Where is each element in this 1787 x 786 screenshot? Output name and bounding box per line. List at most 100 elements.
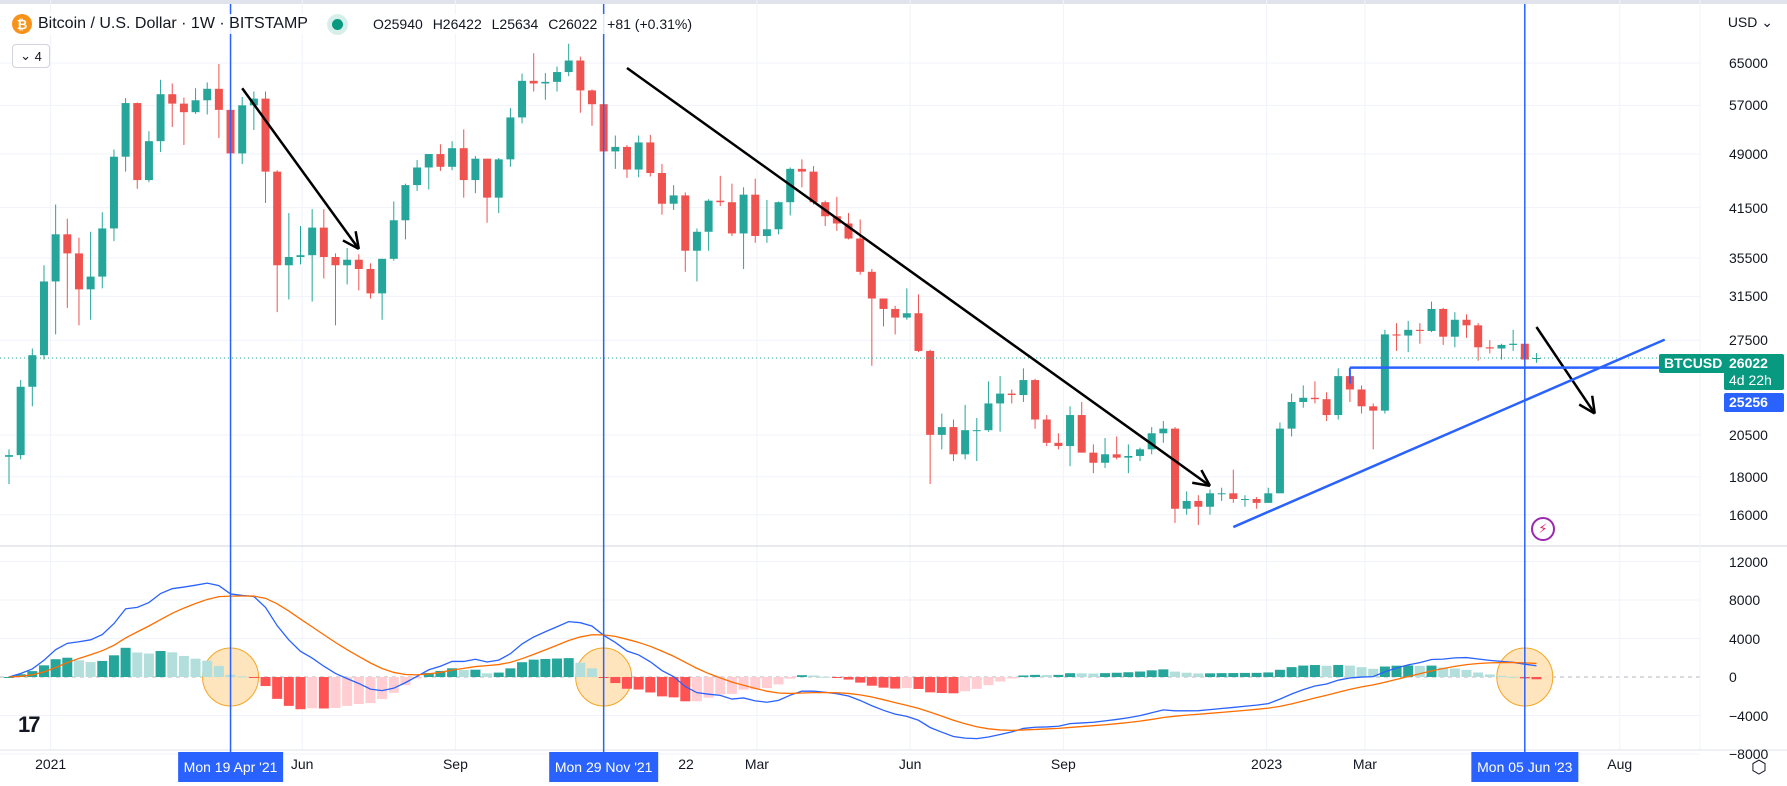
candle — [984, 381, 993, 432]
macd-histogram-bar — [178, 655, 189, 677]
macd-histogram-bar — [1449, 668, 1460, 677]
candle — [471, 156, 480, 194]
macd-histogram-bar — [621, 677, 632, 689]
candle — [751, 178, 760, 243]
currency-dropdown[interactable]: USD ⌄ — [1728, 14, 1773, 31]
macd-histogram-bar — [1239, 672, 1250, 677]
candle — [121, 98, 130, 172]
macd-histogram-bar — [983, 677, 994, 686]
candle — [133, 102, 142, 189]
arrow-head — [1192, 481, 1211, 488]
macd-histogram-bar — [796, 675, 807, 677]
macd-histogram-bar — [668, 677, 679, 698]
candle-body — [28, 355, 37, 387]
candle — [238, 96, 247, 165]
candle — [1264, 487, 1273, 503]
symbol-title[interactable]: Bitcoin / U.S. Dollar · 1W · BITSTAMP — [38, 15, 308, 32]
candle-body — [86, 276, 95, 290]
macd-histogram-bar — [190, 658, 201, 677]
last-price-tag: 26022 4d 22h — [1724, 354, 1784, 390]
date-marker-label[interactable]: Mon 29 Nov '21 — [548, 752, 659, 782]
candle-body — [949, 427, 958, 455]
currency-label: USD — [1727, 14, 1758, 30]
candle — [1112, 436, 1121, 460]
candle-body — [646, 142, 655, 174]
candle — [1415, 323, 1424, 344]
price-tick-label: 35500 — [1729, 249, 1768, 266]
settings-icon[interactable]: ⬡ — [1751, 757, 1767, 777]
candle-body — [1299, 397, 1308, 403]
candle — [1369, 403, 1378, 450]
macd-histogram-bar — [342, 677, 353, 706]
candle-body — [553, 72, 562, 82]
candle-body — [1205, 493, 1214, 507]
candle-body — [343, 259, 352, 266]
candle — [459, 129, 468, 198]
candle-body — [1194, 500, 1203, 507]
candle-body — [1182, 500, 1191, 509]
macd-histogram-bar — [633, 677, 644, 690]
macd-histogram-bar — [1321, 665, 1332, 677]
candle-body — [319, 227, 328, 258]
lightning-icon[interactable]: ⚡ — [1531, 517, 1555, 541]
candle-body — [1066, 415, 1075, 447]
market-status-icon[interactable] — [331, 18, 343, 30]
candle — [1287, 393, 1296, 437]
time-tick-label: Jun — [290, 756, 314, 772]
tradingview-logo[interactable]: 17 — [18, 712, 41, 737]
candle-body — [937, 427, 946, 435]
candle-body — [1450, 319, 1459, 337]
candle-body — [739, 194, 748, 234]
candle — [1159, 421, 1168, 443]
candle-body — [1159, 428, 1168, 434]
macd-tick-label: 4000 — [1729, 630, 1761, 647]
price-tick-label: 57000 — [1729, 97, 1768, 114]
macd-histogram-bar — [1088, 673, 1099, 677]
macd-histogram-bar — [1018, 675, 1029, 677]
candle — [774, 201, 783, 235]
candle — [657, 164, 666, 215]
candle-body — [273, 171, 282, 266]
candle — [588, 89, 596, 126]
macd-histogram-bar — [1111, 672, 1122, 677]
candle — [622, 144, 631, 178]
candle — [716, 175, 725, 207]
candle — [179, 97, 188, 145]
time-tick-label: Sep — [442, 756, 468, 772]
macd-histogram-bar — [1100, 673, 1111, 677]
macd-histogram-bar — [248, 677, 259, 678]
candle — [389, 201, 398, 261]
indicators-toggle-button[interactable]: ⌄ 4 — [12, 44, 50, 68]
candle-body — [98, 228, 107, 277]
macd-histogram-bar — [143, 653, 154, 677]
low-value: L25634 — [491, 16, 539, 32]
candle — [1147, 427, 1156, 455]
macd-histogram-bar — [691, 677, 702, 702]
candle-body — [844, 223, 853, 239]
candle-body — [214, 88, 223, 110]
candle-body — [168, 94, 177, 104]
candle-body — [1252, 499, 1261, 503]
candle-body — [1497, 344, 1506, 349]
macd-histogram-bar — [377, 677, 388, 700]
candle-body — [308, 227, 317, 256]
date-marker-label[interactable]: Mon 19 Apr '21 — [177, 752, 284, 782]
macd-histogram-bar — [15, 674, 26, 677]
time-tick-label: Jun — [898, 756, 922, 772]
macd-histogram-bar — [1146, 670, 1157, 677]
candle — [354, 254, 363, 291]
candle-body — [471, 158, 480, 181]
candle — [972, 418, 981, 462]
date-marker-label[interactable]: Mon 05 Jun '23 — [1471, 752, 1579, 782]
candle-body — [1007, 393, 1016, 395]
candle-body — [74, 253, 83, 290]
candle-body — [378, 258, 387, 294]
candle-body — [1509, 343, 1518, 345]
candle — [1124, 444, 1133, 474]
candle — [1136, 447, 1145, 462]
macd-histogram-bar — [948, 677, 959, 694]
candle — [98, 212, 107, 289]
candle — [1509, 329, 1518, 351]
candle-body — [459, 148, 468, 181]
